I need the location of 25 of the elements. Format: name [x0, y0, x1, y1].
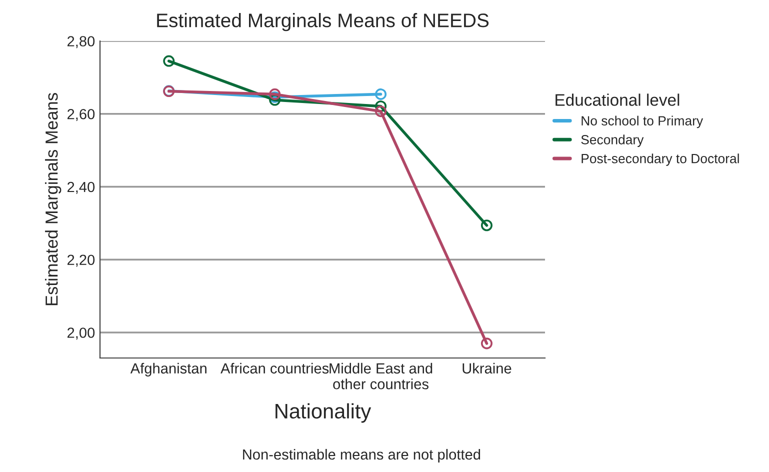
- x-axis-title: Nationality: [276, 403, 372, 423]
- y-tick-label: 2,80: [67, 36, 95, 48]
- y-tick-label: 2,00: [67, 328, 95, 340]
- x-tick-label: African countries: [220, 362, 329, 374]
- point: [375, 88, 387, 100]
- point: [375, 100, 387, 112]
- y-tick-label: 2,20: [67, 254, 95, 267]
- legend-title: Educational level: [556, 94, 680, 106]
- x-tick-label: Afghanistan: [130, 362, 206, 376]
- point: [480, 220, 492, 232]
- chart-title: Estimated Marginals Means of NEEDS: [157, 13, 489, 32]
- point: [163, 55, 175, 67]
- legend-label: Post-secondary to Doctoral: [582, 154, 739, 166]
- y-tick-label: 2,60: [67, 108, 95, 122]
- point: [269, 94, 281, 106]
- x-tick-label: Middle East and other countries: [330, 362, 432, 390]
- x-tick-label: Ukraine: [462, 362, 512, 374]
- text: Non-estimable means are not plotted: [243, 448, 480, 463]
- legend-label: No school to Primary: [582, 116, 704, 128]
- y-tick-label: 2,40: [67, 182, 95, 194]
- point: [375, 106, 387, 118]
- y-axis-title: Estimated Marginals Means: [45, 93, 62, 306]
- point: [480, 338, 492, 350]
- point: [269, 88, 281, 100]
- legend-label: Secondary: [581, 134, 644, 147]
